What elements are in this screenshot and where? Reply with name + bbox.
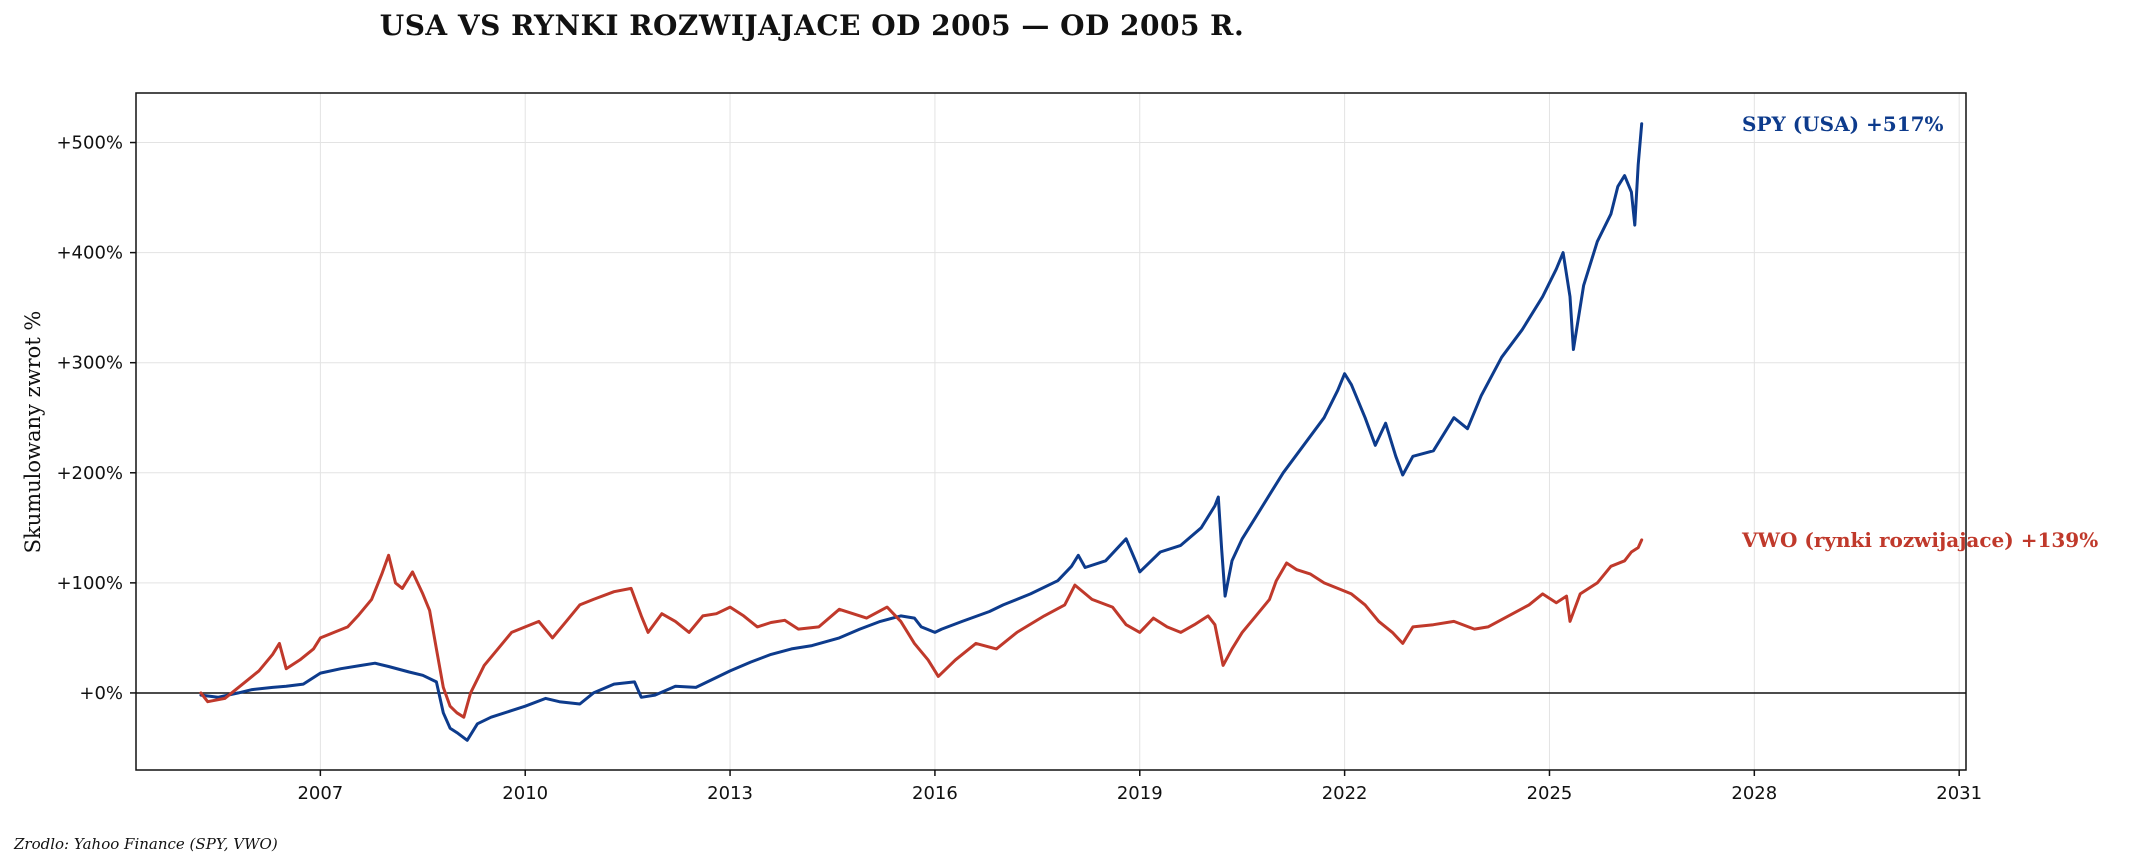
plot-frame xyxy=(135,92,1967,771)
x-axis: 2007 2010 2013 2016 2019 2022 2025 2028 2031 xyxy=(297,770,1982,804)
x-tick-label: 2013 xyxy=(707,783,753,804)
y-tick-label: +400% xyxy=(56,243,123,264)
x-tick-label: 2016 xyxy=(912,783,958,804)
y-tick-label: +100% xyxy=(56,573,123,594)
y-axis: +0% +100% +200% +300% +400% +500% xyxy=(56,133,136,704)
chart-title: USA VS RYNKI ROZWIJAJACE OD 2005 — OD 20… xyxy=(380,9,1244,42)
series-labels: SPY (USA) +517% VWO (rynki rozwijajace) +… xyxy=(1741,112,2098,552)
x-tick-label: 2010 xyxy=(502,783,548,804)
grid xyxy=(136,93,1966,770)
series-line-spy xyxy=(199,122,1644,742)
y-tick-label: +300% xyxy=(56,353,123,374)
series-end-label-vwo: VWO (rynki rozwijajace) +139% xyxy=(1741,528,2098,552)
series-layer xyxy=(199,122,1644,742)
series-line-vwo xyxy=(199,538,1644,719)
y-axis-label: Skumulowany zwrot % xyxy=(21,311,45,554)
source-note: Zrodlo: Yahoo Finance (SPY, VWO) xyxy=(13,835,278,853)
x-tick-label: 2031 xyxy=(1936,783,1982,804)
x-tick-label: 2007 xyxy=(297,783,343,804)
y-tick-label: +0% xyxy=(79,683,123,704)
x-tick-label: 2028 xyxy=(1731,783,1777,804)
y-tick-label: +500% xyxy=(56,133,123,154)
x-tick-label: 2022 xyxy=(1322,783,1368,804)
x-tick-label: 2019 xyxy=(1117,783,1163,804)
y-tick-label: +200% xyxy=(56,463,123,484)
x-tick-label: 2025 xyxy=(1527,783,1573,804)
series-end-label-spy: SPY (USA) +517% xyxy=(1742,112,1944,136)
